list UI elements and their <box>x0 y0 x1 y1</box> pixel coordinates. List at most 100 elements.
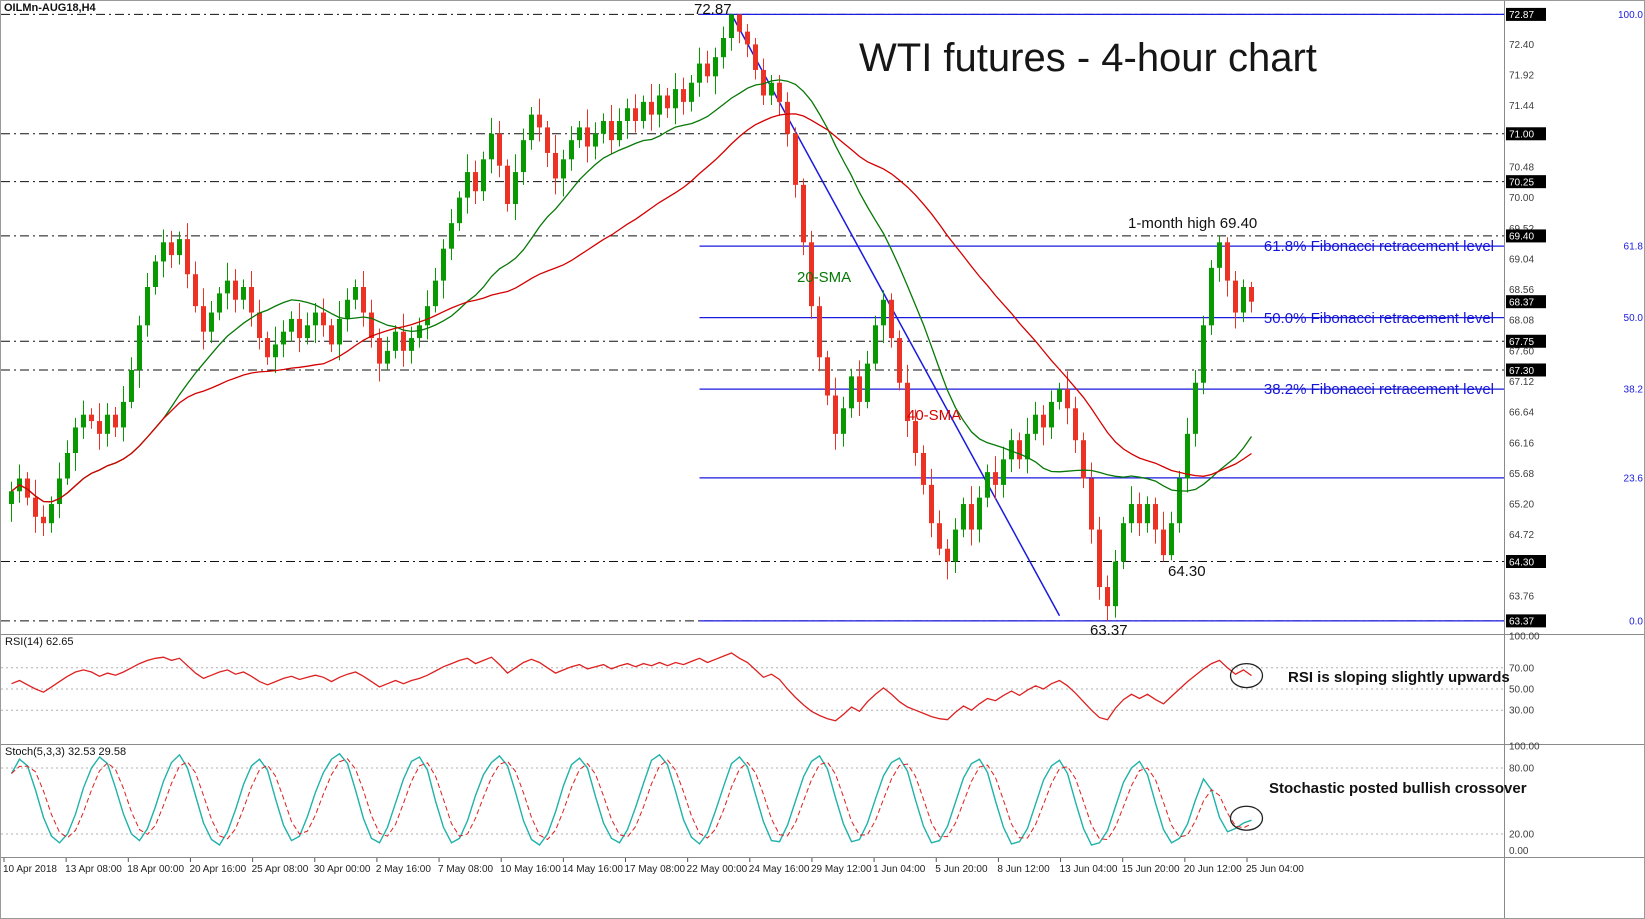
bear-candle-body <box>905 382 910 422</box>
time-axis-label: 25 Apr 08:00 <box>252 864 309 875</box>
bull-candle-body <box>689 82 694 102</box>
time-axis-label: 25 Jun 04:00 <box>1246 864 1304 875</box>
bear-candle-body <box>497 133 502 166</box>
bull-candle-body <box>1177 478 1182 524</box>
bear-candle-body <box>777 82 782 102</box>
price-badge <box>1506 127 1546 141</box>
bull-candle-body <box>697 63 702 83</box>
bull-candle-body <box>449 223 454 249</box>
time-axis-label: 2 May 16:00 <box>376 864 431 875</box>
bull-candle-body <box>1121 523 1126 562</box>
bear-candle-body <box>753 44 758 70</box>
bull-candle-body <box>489 133 494 160</box>
time-axis-label: 20 Jun 12:00 <box>1184 864 1242 875</box>
bear-candle-body <box>1225 242 1230 281</box>
bear-candle-body <box>113 414 118 428</box>
stoch-axis-label: 100.00 <box>1509 742 1540 753</box>
time-axis-label: 10 May 16:00 <box>500 864 561 875</box>
bull-candle-body <box>57 478 62 505</box>
time-axis-label: 10 Apr 2018 <box>3 864 57 875</box>
bear-candle-body <box>1073 408 1078 441</box>
bull-candle-body <box>1113 561 1118 607</box>
time-axis-label: 24 May 16:00 <box>749 864 810 875</box>
bull-candle-body <box>1217 242 1222 268</box>
bear-candle-body <box>185 239 190 275</box>
bear-candle-body <box>545 127 550 153</box>
bear-candle-body <box>761 69 766 96</box>
bull-candle-body <box>217 293 222 313</box>
bear-candle-body <box>921 452 926 485</box>
bear-candle-body <box>945 548 950 562</box>
price-badge <box>1506 175 1546 189</box>
price-axis-tick: 68.08 <box>1509 316 1534 327</box>
bull-candle-body <box>841 408 846 434</box>
bull-candle-body <box>769 82 774 96</box>
bull-candle-body <box>313 312 318 326</box>
price-badge-text: 70.25 <box>1509 177 1534 188</box>
bull-candle-body <box>1001 459 1006 485</box>
price-badge-text: 64.30 <box>1509 557 1534 568</box>
fib-percent-tag: 23.6 <box>1624 473 1644 484</box>
bull-candle-body <box>289 318 294 332</box>
bear-candle-body <box>993 472 998 485</box>
bull-candle-body <box>985 472 990 498</box>
price-axis-tick: 69.04 <box>1509 254 1534 265</box>
bear-candle-body <box>369 312 374 339</box>
bear-candle-body <box>1105 587 1110 607</box>
bull-candle-body <box>385 350 390 364</box>
bear-candle-body <box>913 421 918 453</box>
bull-candle-body <box>1057 389 1062 402</box>
bear-candle-body <box>401 331 406 351</box>
price-badge <box>1506 229 1546 243</box>
time-axis-label: 15 Jun 20:00 <box>1122 864 1180 875</box>
bear-candle-body <box>1161 529 1166 556</box>
fib-percent-tag: 0.0 <box>1629 616 1643 627</box>
price-axis-tick: 68.56 <box>1509 285 1534 296</box>
rsi-axis-label: 70.00 <box>1509 663 1534 674</box>
time-axis-label: 13 Jun 04:00 <box>1060 864 1118 875</box>
bull-candle-body <box>569 140 574 160</box>
bull-candle-body <box>441 248 446 281</box>
bull-candle-body <box>513 172 518 205</box>
bull-candle-body <box>337 318 342 345</box>
price-axis-tick: 65.68 <box>1509 469 1534 480</box>
bear-candle-body <box>1041 414 1046 428</box>
price-axis-tick: 63.76 <box>1509 591 1534 602</box>
bull-candle-body <box>1145 504 1150 524</box>
price-badge-text: 67.30 <box>1509 366 1534 377</box>
bull-candle-body <box>177 239 182 256</box>
chart-plot-area[interactable] <box>1 1 1504 633</box>
bull-candle-body <box>121 401 126 428</box>
bear-candle-body <box>1065 389 1070 409</box>
bear-candle-body <box>649 101 654 115</box>
bull-candle-body <box>465 172 470 198</box>
price-axis-tick: 70.48 <box>1509 162 1534 173</box>
bull-candle-body <box>305 325 310 339</box>
bear-candle-body <box>233 280 238 300</box>
rsi-highlight-circle <box>1229 662 1264 689</box>
bull-candle-body <box>1009 440 1014 460</box>
price-badge-text: 67.75 <box>1509 337 1534 348</box>
bear-candle-body <box>705 63 710 77</box>
bear-candle-body <box>889 299 894 339</box>
bull-candle-body <box>241 286 246 300</box>
bear-candle-body <box>265 338 270 358</box>
bull-candle-body <box>529 114 534 141</box>
bear-candle-body <box>633 108 638 122</box>
bear-candle-body <box>1081 440 1086 479</box>
bull-candle-body <box>849 376 854 409</box>
bull-candle-body <box>281 331 286 345</box>
stoch-d-line <box>11 758 1252 841</box>
bear-candle-body <box>1089 478 1094 530</box>
time-axis-label: 5 Jun 20:00 <box>935 864 988 875</box>
time-axis-label: 30 Apr 00:00 <box>314 864 371 875</box>
price-badge-text: 68.37 <box>1509 297 1534 308</box>
bear-candle-body <box>377 338 382 364</box>
fib-percent-tag: 50.0 <box>1624 313 1644 324</box>
bull-candle-body <box>961 504 966 530</box>
price-badge-text: 71.00 <box>1509 130 1534 141</box>
time-axis-label: 7 May 08:00 <box>438 864 493 875</box>
bear-candle-body <box>937 523 942 549</box>
bear-candle-body <box>505 165 510 205</box>
